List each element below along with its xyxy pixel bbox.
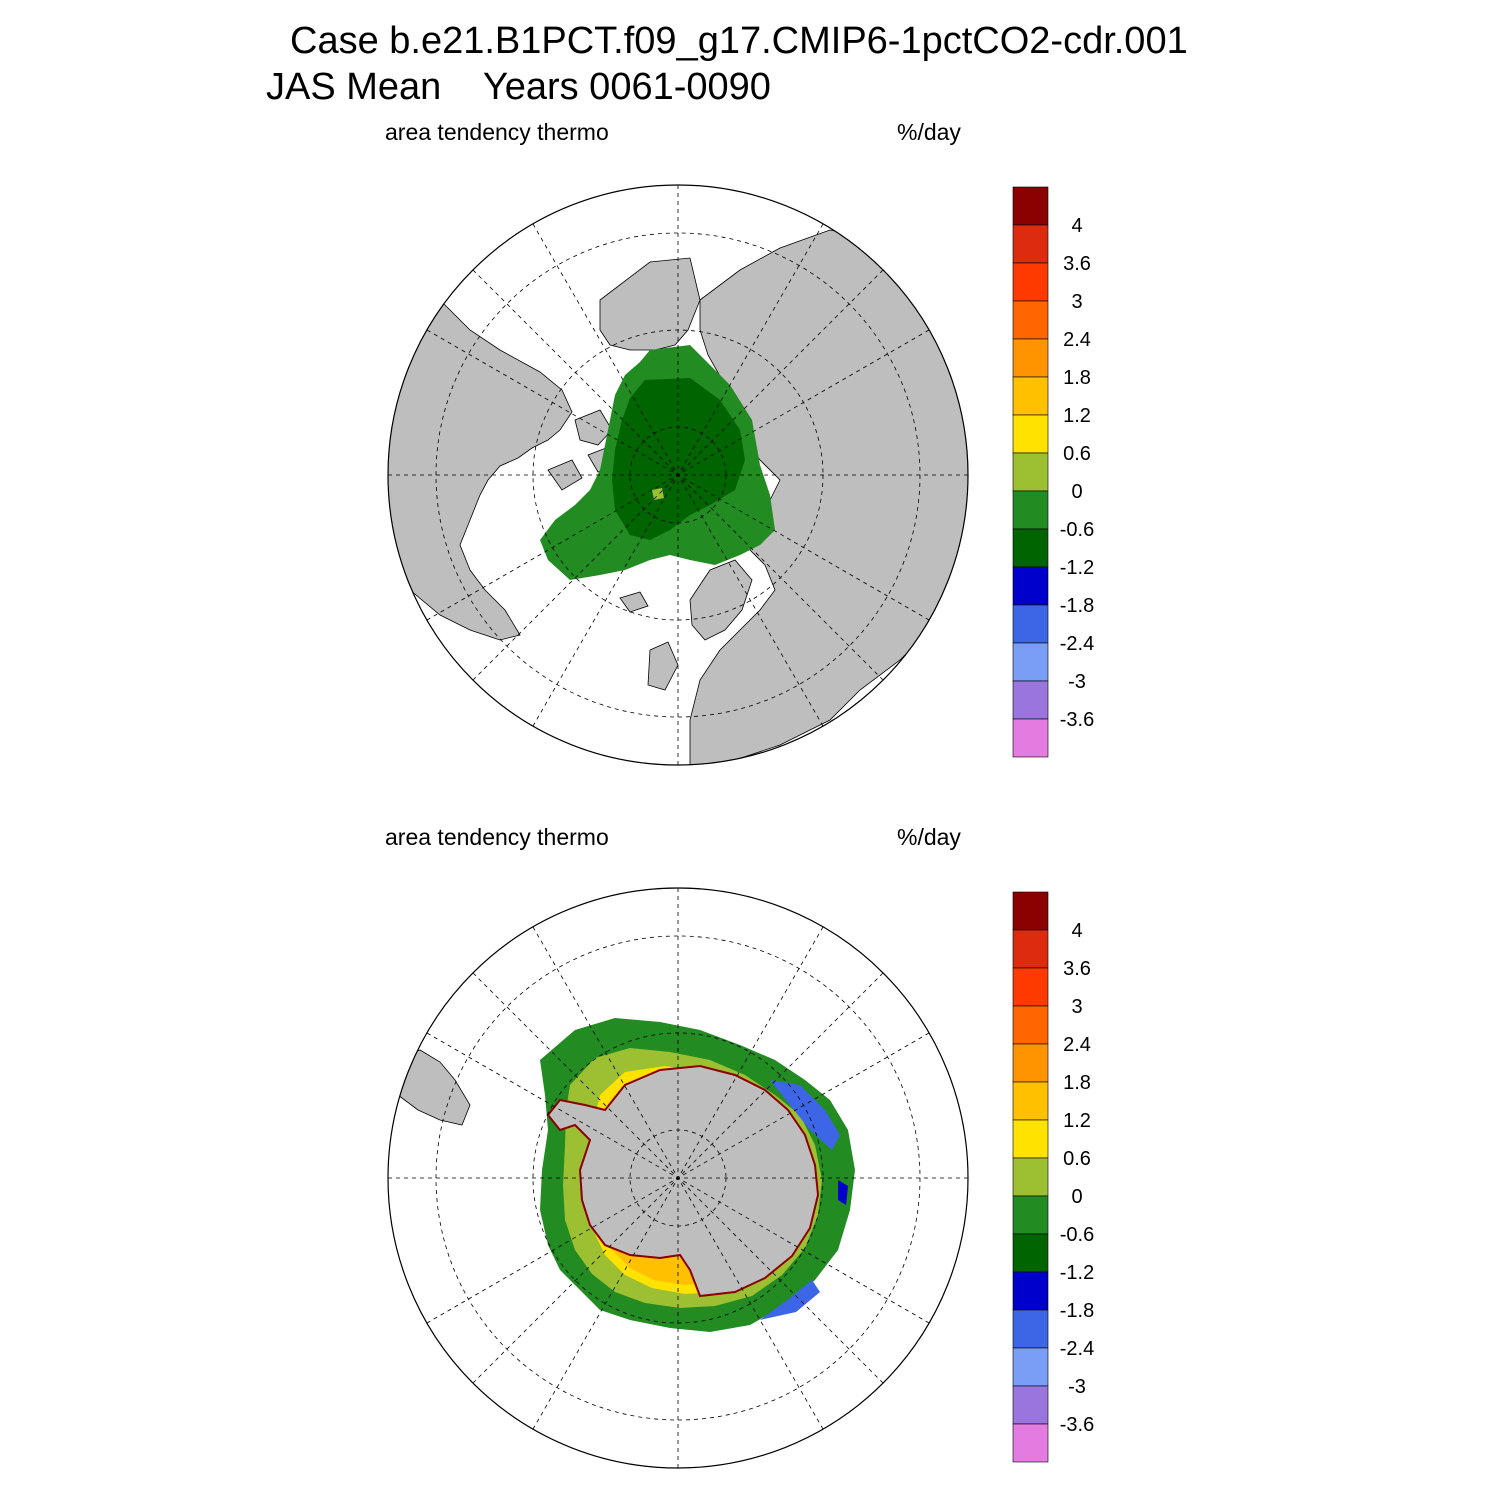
north-colorbar-tick-label: -1.2 — [1060, 557, 1094, 579]
north-colorbar-swatch-5 — [1012, 376, 1049, 416]
north-map-border — [387, 184, 969, 766]
south-colorbar-swatch-1 — [1012, 929, 1049, 969]
figure-title-line-1: Case b.e21.B1PCT.f09_g17.CMIP6-1pctCO2-c… — [290, 20, 1188, 62]
south-colorbar-tick-label: 1.8 — [1063, 1072, 1091, 1094]
north-colorbar-tick-label: 2.4 — [1063, 329, 1091, 351]
north-colorbar-swatch-7 — [1012, 452, 1049, 492]
north-polar-map — [387, 184, 969, 766]
south-colorbar-swatch-9 — [1012, 1233, 1049, 1273]
south-colorbar-swatch-5 — [1012, 1081, 1049, 1121]
north-colorbar-swatch-8 — [1012, 490, 1049, 530]
south-america-tip — [394, 1049, 471, 1126]
south-colorbar-swatch-12 — [1012, 1347, 1049, 1387]
north-colorbar-swatch-3 — [1012, 300, 1049, 340]
north-colorbar-swatch-4 — [1012, 338, 1049, 378]
south-colorbar-tick-label: -0.6 — [1060, 1224, 1094, 1246]
south-colorbar-tick-label: 2.4 — [1063, 1034, 1091, 1056]
north-colorbar-tick-label: 0.6 — [1063, 443, 1091, 465]
south-ice-negative-patch-small — [838, 1180, 848, 1205]
north-colorbar-tick-label: -0.6 — [1060, 519, 1094, 541]
south-graticule — [388, 888, 968, 1468]
north-ice-positive-patch — [652, 488, 664, 500]
south-colorbar-tick-label: -3 — [1068, 1376, 1086, 1398]
south-colorbar: 4 3.6 3 2.4 1.8 1.2 0.6 0 -0.6 -1.2 -1.8 -2.4 -3 -3.6 — [1012, 891, 1094, 1463]
south-colorbar-swatch-14 — [1012, 1423, 1049, 1463]
south-colorbar-swatch-6 — [1012, 1119, 1049, 1159]
north-colorbar-tick-label: 3.6 — [1063, 253, 1091, 275]
north-graticule — [388, 185, 968, 765]
north-panel-left-label: area tendency thermo — [385, 119, 609, 145]
south-colorbar-tick-label: 4 — [1071, 920, 1082, 942]
north-colorbar: 4 3.6 3 2.4 1.8 1.2 0.6 0 -0.6 -1.2 -1.8 -2.4 -3 -3.6 — [1012, 186, 1094, 758]
south-colorbar-swatch-2 — [1012, 967, 1049, 1007]
south-ice-negative-patch-east — [770, 1080, 840, 1150]
south-colorbar-tick-label: 3 — [1071, 996, 1082, 1018]
north-colorbar-tick-label: 0 — [1071, 481, 1082, 503]
figure-title-line-2: JAS Mean Years 0061-0090 — [266, 66, 771, 108]
south-panel-left-label: area tendency thermo — [385, 824, 609, 850]
north-colorbar-swatch-1 — [1012, 224, 1049, 264]
north-colorbar-tick-label: 3 — [1071, 291, 1082, 313]
south-colorbar-swatch-3 — [1012, 1005, 1049, 1045]
south-colorbar-tick-label: 0 — [1071, 1186, 1082, 1208]
south-map-border — [387, 887, 969, 1469]
south-colorbar-tick-label: -2.4 — [1060, 1338, 1094, 1360]
south-colorbar-tick-label: -3.6 — [1060, 1414, 1094, 1436]
north-colorbar-swatch-0 — [1012, 186, 1049, 226]
north-colorbar-swatch-2 — [1012, 262, 1049, 302]
north-colorbar-swatch-14 — [1012, 718, 1049, 758]
south-colorbar-swatch-4 — [1012, 1043, 1049, 1083]
south-ice-negative-patch-south — [760, 1280, 820, 1320]
north-colorbar-swatch-10 — [1012, 566, 1049, 606]
south-colorbar-tick-label: 1.2 — [1063, 1110, 1091, 1132]
south-colorbar-swatch-0 — [1012, 891, 1049, 931]
north-colorbar-tick-label: -2.4 — [1060, 633, 1094, 655]
south-polar-map — [387, 887, 969, 1469]
south-colorbar-tick-label: -1.8 — [1060, 1300, 1094, 1322]
north-colorbar-swatch-9 — [1012, 528, 1049, 568]
south-colorbar-swatch-11 — [1012, 1309, 1049, 1349]
south-colorbar-swatch-10 — [1012, 1271, 1049, 1311]
north-colorbar-tick-label: -3 — [1068, 671, 1086, 693]
north-colorbar-tick-label: 1.2 — [1063, 405, 1091, 427]
north-colorbar-tick-label: -3.6 — [1060, 709, 1094, 731]
north-colorbar-tick-label: 1.8 — [1063, 367, 1091, 389]
south-colorbar-tick-label: 3.6 — [1063, 958, 1091, 980]
south-colorbar-tick-label: 0.6 — [1063, 1148, 1091, 1170]
north-colorbar-swatch-12 — [1012, 642, 1049, 682]
north-colorbar-tick-label: 4 — [1071, 215, 1082, 237]
north-land — [388, 229, 968, 765]
antarctica-landmass — [546, 1064, 820, 1298]
south-colorbar-swatch-8 — [1012, 1195, 1049, 1235]
north-panel-units-label: %/day — [897, 119, 961, 145]
south-colorbar-tick-label: -1.2 — [1060, 1262, 1094, 1284]
north-colorbar-swatch-11 — [1012, 604, 1049, 644]
south-colorbar-swatch-13 — [1012, 1385, 1049, 1425]
north-colorbar-swatch-6 — [1012, 414, 1049, 454]
south-colorbar-swatch-7 — [1012, 1157, 1049, 1197]
south-panel-units-label: %/day — [897, 824, 961, 850]
north-colorbar-tick-label: -1.8 — [1060, 595, 1094, 617]
north-colorbar-swatch-13 — [1012, 680, 1049, 720]
